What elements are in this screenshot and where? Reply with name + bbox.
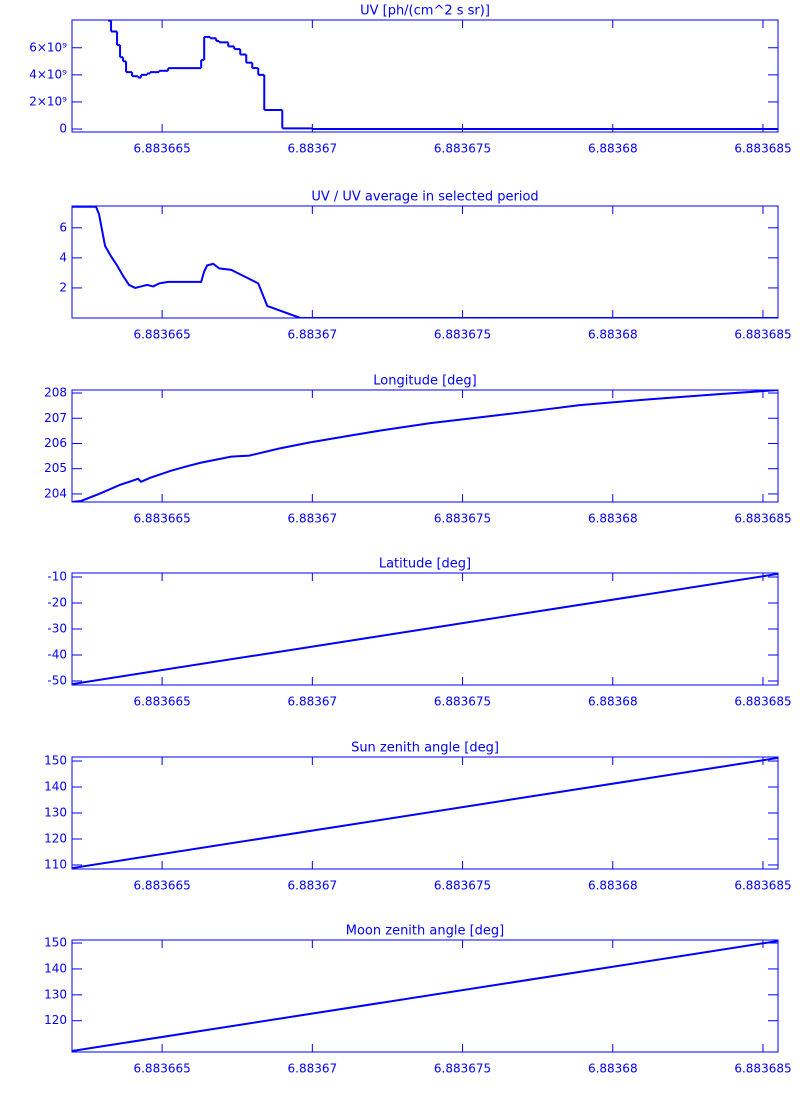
panel: Latitude [deg] 6.883665 6.88367 6.883675 6.8…	[47, 557, 791, 709]
x-tick-label: 6.883665	[133, 879, 190, 893]
y-tick-label: -50	[47, 673, 67, 687]
panel: UV / UV average in selected period 6.8836…	[59, 190, 791, 342]
series	[108, 20, 778, 131]
x-tick-label: 6.883665	[133, 1062, 190, 1076]
y-tick-label: 205	[44, 461, 67, 475]
data-line	[72, 757, 778, 869]
x-tick-label: 6.883665	[133, 328, 190, 342]
x-tick-label: 6.883665	[133, 512, 190, 526]
panel: UV [ph/(cm^2 s sr)] 6.883665 6.88367 6.8836…	[29, 4, 791, 156]
y-tick-label: 140	[44, 780, 67, 794]
plot-frame	[71, 939, 779, 1053]
y-tick-label: 2×10⁹	[29, 94, 67, 108]
x-tick-label: 6.883675	[434, 142, 491, 156]
y-tick-label: 204	[44, 486, 67, 500]
chart-title: UV / UV average in selected period	[311, 190, 538, 205]
x-tick-label: 6.88368	[588, 142, 638, 156]
x-tick-label: 6.88367	[288, 142, 338, 156]
y-tick-label: 4	[59, 250, 67, 264]
x-tick-label: 6.883685	[734, 695, 791, 709]
y-tick-label: 2	[59, 280, 67, 294]
y-tick-label: -40	[47, 647, 67, 661]
y-tick-label: -30	[47, 622, 67, 636]
x-tick-label: 6.88368	[588, 1062, 638, 1076]
x-tick-label: 6.88367	[288, 879, 338, 893]
chart-title: Latitude [deg]	[379, 557, 471, 572]
panel: Longitude [deg] 6.883665 6.88367 6.883675 6.…	[44, 374, 792, 526]
x-tick-label: 6.88367	[288, 1062, 338, 1076]
y-tick-label: -20	[47, 596, 67, 610]
x-tick-label: 6.883675	[434, 328, 491, 342]
y-tick-label: 130	[44, 806, 67, 820]
plot-frame	[71, 19, 779, 133]
series	[72, 573, 778, 685]
x-tick-label: 6.88368	[588, 695, 638, 709]
data-line	[72, 206, 778, 318]
y-tick-label: 0	[59, 122, 67, 136]
y-tick-label: 120	[44, 1013, 67, 1027]
panel: Moon zenith angle [deg] 6.883665 6.88367 6.…	[44, 924, 792, 1076]
y-tick-label: 110	[44, 857, 67, 871]
chart-title: UV [ph/(cm^2 s sr)]	[360, 4, 490, 19]
x-tick-label: 6.88368	[588, 328, 638, 342]
series	[72, 757, 778, 869]
x-tick-label: 6.883675	[434, 512, 491, 526]
x-tick-label: 6.883685	[734, 142, 791, 156]
y-tick-label: 4×10⁹	[29, 67, 67, 81]
x-tick-label: 6.88368	[588, 879, 638, 893]
y-tick-label: 130	[44, 987, 67, 1001]
x-tick-label: 6.88367	[288, 695, 338, 709]
y-tick-label: 206	[44, 436, 67, 450]
x-tick-label: 6.883665	[133, 142, 190, 156]
plot-frame	[71, 389, 779, 503]
series	[72, 390, 778, 502]
y-tick-label: 150	[44, 754, 67, 768]
plot-frame	[71, 205, 779, 319]
y-tick-label: 208	[44, 386, 67, 400]
y-tick-label: 150	[44, 936, 67, 950]
x-tick-label: 6.88368	[588, 512, 638, 526]
y-tick-label: -10	[47, 570, 67, 584]
x-tick-label: 6.883685	[734, 328, 791, 342]
x-tick-label: 6.883685	[734, 1062, 791, 1076]
x-tick-label: 6.883675	[434, 1062, 491, 1076]
data-line	[72, 940, 778, 1052]
x-tick-label: 6.88367	[288, 328, 338, 342]
series	[72, 940, 778, 1052]
x-tick-label: 6.883685	[734, 512, 791, 526]
x-tick-label: 6.883675	[434, 695, 491, 709]
x-tick-label: 6.88367	[288, 512, 338, 526]
y-tick-label: 120	[44, 831, 67, 845]
y-tick-label: 6	[59, 220, 67, 234]
data-line	[72, 390, 778, 502]
series	[72, 206, 778, 318]
x-tick-label: 6.883675	[434, 879, 491, 893]
y-tick-label: 140	[44, 961, 67, 975]
chart-title: Longitude [deg]	[373, 374, 476, 389]
x-tick-label: 6.883665	[133, 695, 190, 709]
x-tick-label: 6.883685	[734, 879, 791, 893]
chart-title: Moon zenith angle [deg]	[346, 924, 504, 939]
chart-title: Sun zenith angle [deg]	[351, 741, 499, 756]
y-tick-label: 207	[44, 411, 67, 425]
panel: Sun zenith angle [deg] 6.883665 6.88367 6.8…	[44, 741, 792, 893]
y-tick-label: 6×10⁹	[29, 40, 67, 54]
data-line	[72, 573, 778, 685]
